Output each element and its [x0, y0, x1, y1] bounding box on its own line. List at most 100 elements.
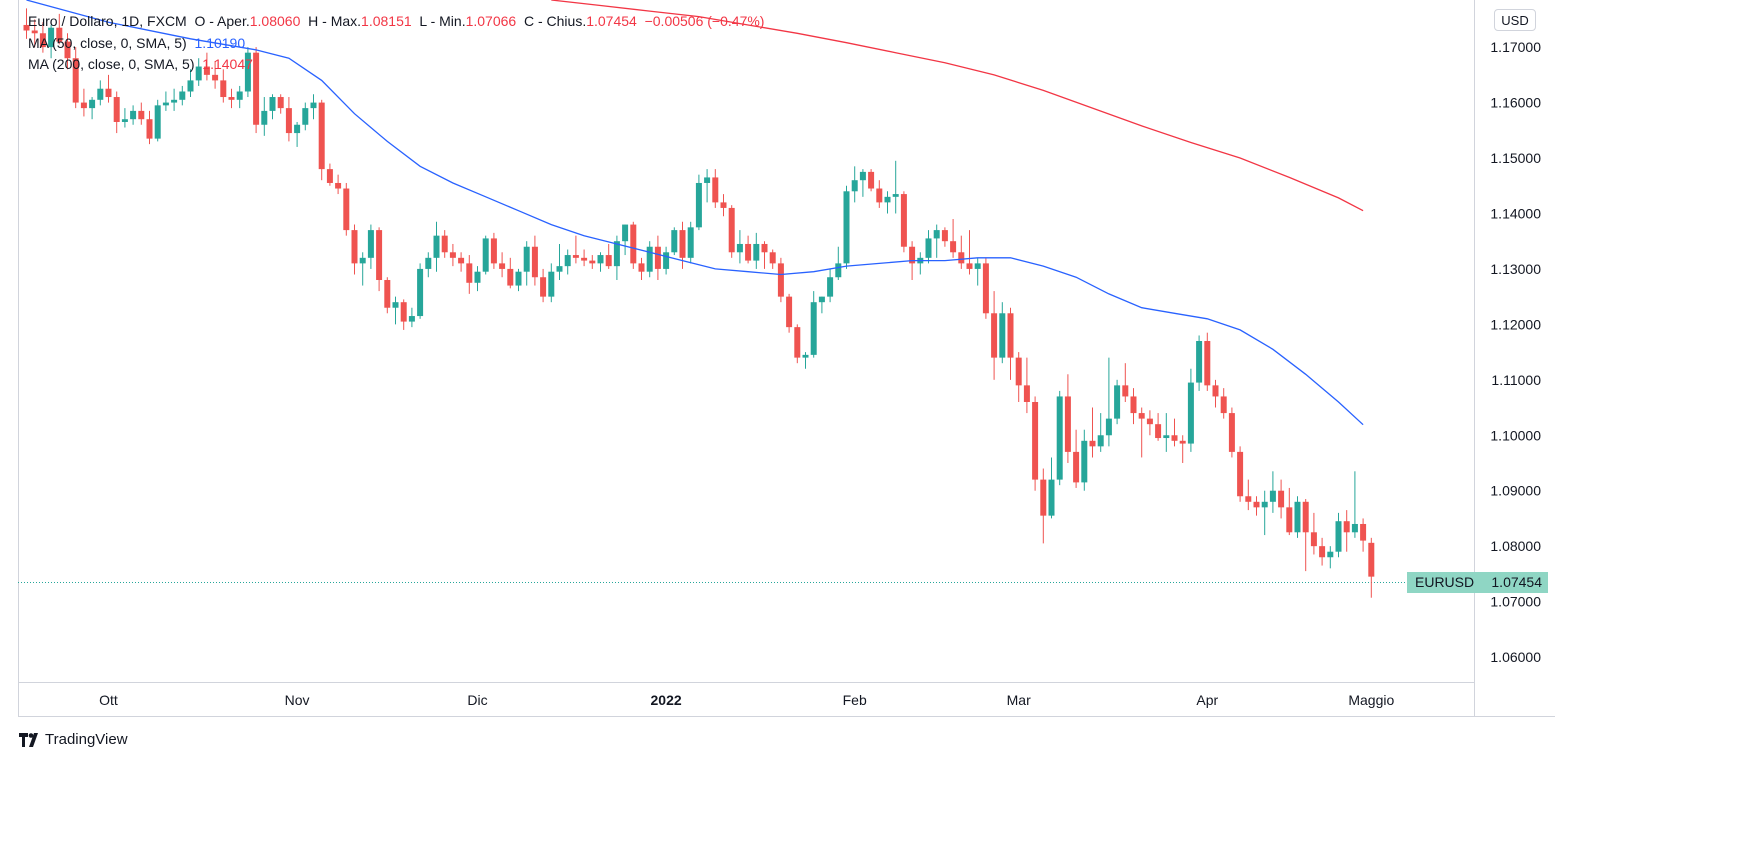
candle: [794, 324, 801, 364]
candle-body: [310, 102, 317, 109]
candle: [1138, 407, 1145, 458]
candle-body: [769, 252, 776, 264]
currency-button[interactable]: USD: [1494, 9, 1536, 31]
candle: [1360, 518, 1367, 552]
candle: [1015, 352, 1022, 402]
legend-ma50[interactable]: MA (50, close, 0, SMA, 5) 1.10190: [28, 33, 245, 54]
candle: [39, 22, 46, 53]
candle-body: [1114, 385, 1121, 419]
candle: [56, 13, 63, 45]
candle: [917, 252, 924, 275]
candle-body: [474, 271, 481, 283]
candle-body: [1187, 382, 1194, 444]
candle-body: [1146, 418, 1153, 425]
time-axis[interactable]: Ott Nov Dic 2022 Feb Mar Apr Maggio: [99, 692, 1394, 708]
candle-body: [794, 327, 801, 358]
x-tick-label: Dic: [467, 692, 487, 708]
chart-panel[interactable]: [18, 0, 1555, 717]
tradingview-logo[interactable]: TradingView: [19, 730, 128, 750]
candle-body: [80, 102, 87, 109]
legend-close-label: C - Chius.: [523, 13, 587, 29]
candle: [663, 246, 670, 275]
candle: [991, 291, 998, 380]
price-axis[interactable]: 1.17000 1.16000 1.15000 1.14000 1.13000 1.120…: [1490, 39, 1541, 665]
candle-body: [23, 24, 30, 31]
y-tick-label: 1.17000: [1490, 39, 1541, 55]
candle-body: [753, 243, 760, 261]
candle-body: [1310, 532, 1317, 547]
candle: [351, 224, 358, 275]
candle-body: [728, 207, 735, 253]
candle-body: [982, 263, 989, 314]
legend-ma200[interactable]: MA (200, close, 0, SMA, 5) 1.14047: [28, 54, 253, 75]
candle: [523, 241, 530, 286]
candle-body: [671, 230, 678, 253]
candle-body: [638, 263, 645, 272]
candle: [72, 47, 79, 109]
candle-body: [466, 263, 473, 283]
candle: [1105, 357, 1112, 447]
candle: [753, 232, 760, 269]
candle-body: [1179, 440, 1186, 444]
candle: [613, 235, 620, 281]
y-tick-label: 1.16000: [1490, 95, 1541, 111]
candle-body: [950, 241, 957, 253]
ma200-label: MA (200, close, 0, SMA, 5): [28, 56, 195, 72]
candle: [728, 205, 735, 258]
candle-body: [1064, 396, 1071, 452]
candle: [130, 105, 137, 125]
candle-body: [687, 227, 694, 258]
candle: [97, 80, 104, 106]
candle: [89, 97, 96, 120]
candle-body: [318, 102, 325, 170]
candle-body: [367, 230, 374, 258]
x-tick-label: Mar: [1007, 692, 1031, 708]
candle: [769, 249, 776, 269]
candle-body: [868, 171, 875, 189]
candle-body: [1122, 385, 1129, 397]
candle-body: [441, 235, 448, 253]
candle: [687, 221, 694, 264]
candle-body: [1138, 413, 1145, 419]
candle: [466, 255, 473, 294]
candle: [228, 88, 235, 109]
candle: [564, 249, 571, 275]
candle: [1237, 446, 1244, 502]
candle-body: [48, 27, 55, 48]
candle-body: [294, 124, 301, 134]
candle: [1171, 418, 1178, 447]
candle-body: [745, 243, 752, 261]
candle: [318, 99, 325, 181]
candle: [400, 299, 407, 330]
candle-body: [253, 52, 260, 125]
candle-body: [531, 246, 538, 278]
candle-body: [39, 33, 46, 48]
candle: [384, 277, 391, 314]
candle: [1146, 410, 1153, 436]
candle: [958, 235, 965, 269]
candle: [802, 352, 809, 369]
candle: [138, 102, 145, 125]
candle-body: [146, 119, 153, 139]
candle-body: [663, 252, 670, 269]
candle: [490, 232, 497, 269]
candle-body: [736, 243, 743, 253]
candle-body: [1196, 341, 1203, 383]
candle: [1130, 388, 1137, 425]
candle-body: [966, 263, 973, 269]
candle: [1228, 407, 1235, 458]
last-price-label: EURUSD 1.07454: [1407, 572, 1548, 593]
candle: [277, 94, 284, 114]
candle: [622, 224, 629, 256]
candle: [1204, 332, 1211, 391]
candle-body: [433, 235, 440, 258]
candle: [540, 268, 547, 303]
candle: [589, 255, 596, 269]
candle-body: [1212, 385, 1219, 397]
y-tick-label: 1.11000: [1491, 372, 1541, 388]
candle: [1319, 537, 1326, 566]
candle-body: [261, 110, 268, 125]
candle-body: [359, 257, 366, 264]
candle: [1187, 368, 1194, 452]
